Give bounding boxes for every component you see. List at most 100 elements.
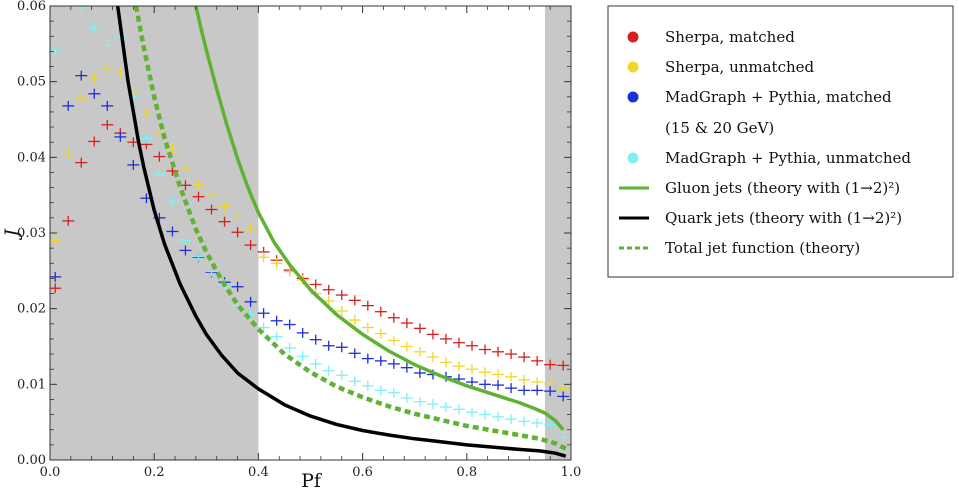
data-point — [309, 358, 322, 369]
data-point — [192, 251, 205, 262]
data-point — [518, 352, 531, 363]
data-point — [88, 23, 101, 34]
data-point — [335, 342, 348, 353]
y-tick-label: 0.05 — [17, 75, 46, 90]
data-point — [218, 201, 231, 212]
data-point — [479, 344, 492, 355]
data-point — [153, 151, 166, 162]
data-point — [205, 190, 218, 201]
data-point — [400, 341, 413, 352]
series-5 — [115, 6, 567, 458]
data-point — [361, 353, 374, 364]
data-point — [101, 100, 114, 111]
legend-label: MadGraph + Pythia, unmatched — [665, 149, 911, 167]
data-point — [50, 283, 62, 294]
x-axis-title: Pf — [301, 470, 323, 491]
data-point — [75, 93, 88, 104]
data-point — [283, 343, 296, 354]
data-point — [50, 271, 62, 282]
data-point — [505, 371, 518, 382]
data-point — [387, 335, 400, 346]
legend-box — [607, 5, 954, 278]
data-point — [426, 329, 439, 340]
data-point — [466, 377, 479, 388]
data-point — [348, 348, 361, 359]
legend-marker — [627, 152, 639, 164]
data-point — [426, 352, 439, 363]
y-tick-label: 0.04 — [17, 150, 46, 165]
data-point — [479, 367, 492, 378]
series-line — [194, 6, 565, 431]
data-point — [322, 365, 335, 376]
data-point — [166, 144, 179, 155]
data-point — [62, 215, 75, 226]
x-tick-label: 0.4 — [248, 465, 269, 480]
data-point — [348, 295, 361, 306]
data-point — [452, 404, 465, 415]
data-point — [505, 414, 518, 425]
data-point — [348, 315, 361, 326]
y-tick-label: 0.01 — [17, 377, 46, 392]
data-point — [75, 70, 88, 81]
data-point — [466, 407, 479, 418]
data-point — [335, 305, 348, 316]
data-point — [531, 385, 544, 396]
data-point — [192, 191, 205, 202]
data-point — [231, 210, 244, 221]
data-point — [505, 349, 518, 360]
y-tick-label: 0.02 — [17, 302, 46, 317]
data-point — [140, 133, 153, 144]
data-point — [387, 387, 400, 398]
data-point — [413, 367, 426, 378]
data-point — [544, 386, 557, 397]
data-point — [114, 131, 127, 142]
legend-label: Total jet function (theory) — [665, 239, 860, 257]
data-point — [439, 333, 452, 344]
data-point — [439, 402, 452, 413]
data-point — [257, 252, 270, 263]
data-point — [309, 279, 322, 290]
plot-area — [50, 0, 570, 458]
data-point — [466, 340, 479, 351]
data-point — [413, 396, 426, 407]
data-point — [492, 346, 505, 357]
data-point — [192, 179, 205, 190]
data-point — [114, 68, 127, 79]
legend-label: Gluon jets (theory with (1→2)²) — [665, 179, 900, 197]
data-point — [270, 331, 283, 342]
data-point — [166, 196, 179, 207]
data-point — [296, 327, 309, 338]
data-point — [374, 328, 387, 339]
series-4 — [194, 6, 565, 431]
data-point — [335, 290, 348, 301]
data-point — [205, 266, 218, 277]
data-point — [374, 355, 387, 366]
x-tick-label: 0.6 — [352, 465, 373, 480]
data-point — [557, 391, 570, 402]
data-point — [518, 374, 531, 385]
legend-label: MadGraph + Pythia, matched — [665, 88, 892, 106]
data-point — [505, 383, 518, 394]
data-point — [244, 240, 257, 251]
y-tick-label: 0.00 — [17, 453, 46, 468]
data-point — [75, 6, 88, 13]
data-point — [452, 337, 465, 348]
data-point — [153, 169, 166, 180]
data-point — [50, 45, 62, 56]
data-point — [322, 340, 335, 351]
data-point — [361, 380, 374, 391]
data-point — [557, 432, 570, 443]
data-point — [518, 416, 531, 427]
data-point — [531, 417, 544, 428]
data-point — [426, 399, 439, 410]
data-point — [374, 385, 387, 396]
data-point — [244, 296, 257, 307]
data-point — [413, 323, 426, 334]
x-tick-label: 0.2 — [144, 465, 165, 480]
data-point — [179, 162, 192, 173]
data-point — [166, 226, 179, 237]
data-point — [544, 419, 557, 430]
data-point — [361, 322, 374, 333]
data-point — [62, 0, 74, 2]
